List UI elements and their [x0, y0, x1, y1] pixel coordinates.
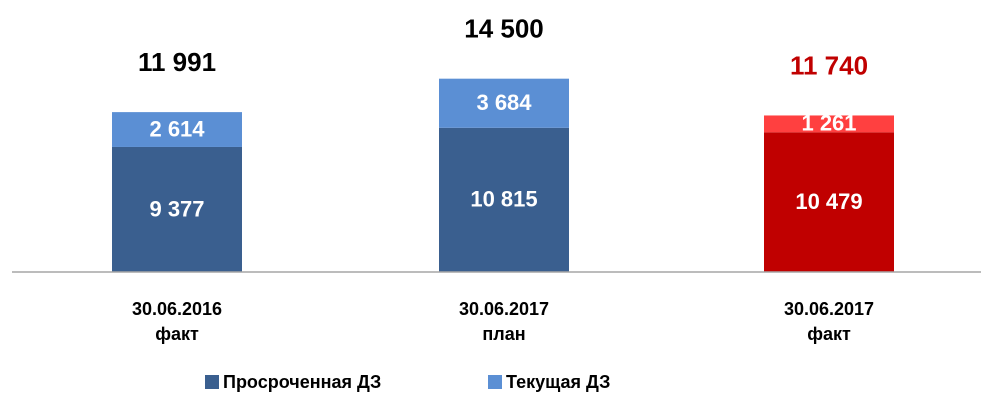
total-label: 11 991 — [138, 47, 216, 77]
bar-segment — [439, 127, 569, 272]
total-label: 11 740 — [790, 50, 868, 80]
data-label: 1 261 — [801, 111, 856, 136]
bar-segment — [112, 112, 242, 147]
legend-label: Просроченная ДЗ — [223, 372, 381, 392]
bar-segment — [764, 115, 894, 133]
x-tick-label: 30.06.2016 — [132, 299, 222, 319]
bar-segment — [439, 78, 569, 128]
data-label: 2 614 — [149, 116, 205, 141]
data-label: 9 377 — [149, 196, 204, 221]
data-label: 10 815 — [470, 187, 537, 212]
bar-segment — [112, 146, 242, 272]
legend-swatch — [205, 375, 219, 389]
bar-segment — [764, 132, 894, 272]
legend-swatch — [488, 375, 502, 389]
data-label: 3 684 — [476, 90, 532, 115]
x-tick-label: 30.06.2017 — [784, 299, 874, 319]
total-label: 14 500 — [464, 14, 544, 44]
legend-label: Текущая ДЗ — [506, 372, 610, 392]
x-tick-label: факт — [807, 324, 851, 344]
data-label: 10 479 — [795, 189, 862, 214]
x-tick-label: план — [482, 324, 525, 344]
x-tick-label: факт — [155, 324, 199, 344]
x-tick-label: 30.06.2017 — [459, 299, 549, 319]
